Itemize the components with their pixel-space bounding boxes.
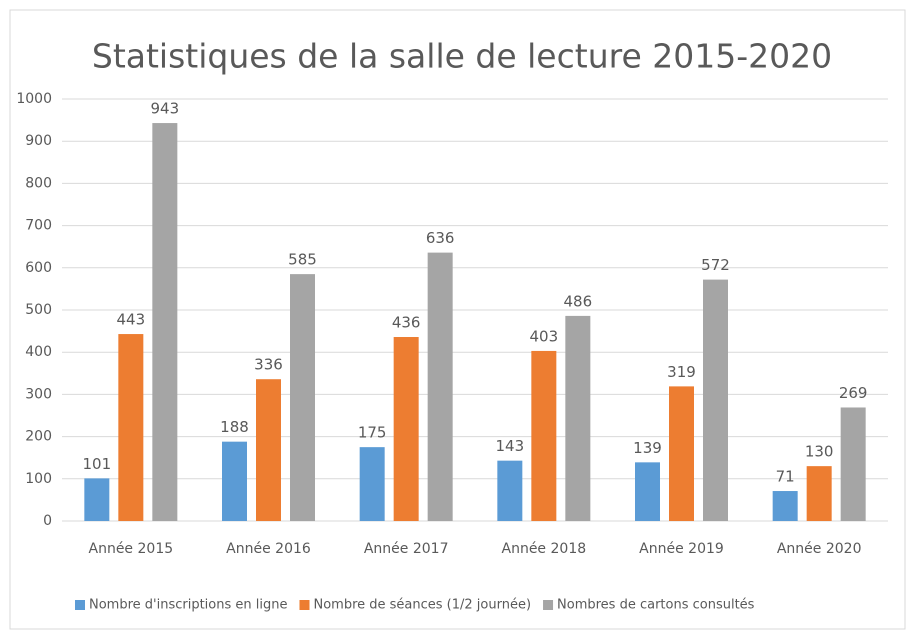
x-tick-label: Année 2018 [502, 541, 587, 557]
y-tick-label: 700 [25, 218, 52, 234]
bar [635, 462, 660, 521]
y-tick-label: 0 [43, 513, 52, 529]
bar [565, 315, 591, 521]
value-label: 130 [805, 443, 834, 461]
bar [669, 386, 694, 521]
bar [840, 407, 866, 521]
x-tick-label: Année 2019 [639, 541, 724, 557]
bar [290, 274, 315, 521]
y-tick-label: 1000 [16, 91, 52, 107]
bar [393, 337, 419, 521]
x-tick-label: Année 2015 [89, 541, 174, 557]
value-label: 486 [564, 292, 593, 310]
value-label: 943 [151, 100, 180, 118]
value-label: 101 [83, 455, 112, 473]
bar [772, 491, 798, 521]
legend-swatch [543, 600, 554, 610]
value-label: 319 [667, 363, 696, 381]
x-tick-label: Année 2017 [364, 541, 449, 557]
legend-label: Nombre de séances (1/2 journée) [313, 598, 531, 613]
legend-swatch [75, 600, 85, 610]
value-label: 572 [701, 256, 730, 274]
x-tick-label: Année 2020 [777, 541, 862, 557]
bar [256, 379, 281, 521]
y-tick-label: 100 [25, 471, 52, 487]
value-label: 71 [776, 468, 795, 486]
value-label: 188 [220, 418, 249, 436]
y-tick-label: 800 [25, 175, 52, 191]
bar [152, 123, 178, 521]
value-label: 269 [839, 384, 868, 402]
value-label: 436 [392, 314, 421, 332]
chart-title: Statistiques de la salle de lecture 2015… [92, 37, 832, 76]
legend-label: Nombres de cartons consultés [557, 598, 755, 613]
value-label: 636 [426, 229, 455, 247]
value-label: 336 [254, 356, 283, 374]
bar [84, 478, 110, 521]
legend-swatch [299, 600, 310, 610]
y-tick-label: 200 [25, 429, 52, 445]
y-tick-label: 500 [25, 302, 52, 318]
bar [359, 447, 385, 521]
value-label: 143 [496, 437, 525, 455]
value-label: 443 [117, 311, 146, 329]
bar [531, 350, 557, 521]
value-label: 585 [288, 251, 317, 269]
bar [806, 466, 832, 521]
x-tick-label: Année 2016 [226, 541, 311, 557]
bar [118, 334, 144, 521]
bar [427, 252, 453, 521]
value-label: 403 [530, 327, 559, 345]
y-tick-label: 600 [25, 260, 52, 276]
bar [222, 441, 247, 521]
bar [703, 279, 728, 521]
value-label: 175 [358, 424, 387, 442]
bar [497, 460, 523, 521]
y-tick-label: 900 [25, 133, 52, 149]
value-label: 139 [633, 439, 662, 457]
y-tick-label: 300 [25, 386, 52, 402]
legend-label: Nombre d'inscriptions en ligne [89, 598, 287, 613]
y-tick-label: 400 [25, 344, 52, 360]
